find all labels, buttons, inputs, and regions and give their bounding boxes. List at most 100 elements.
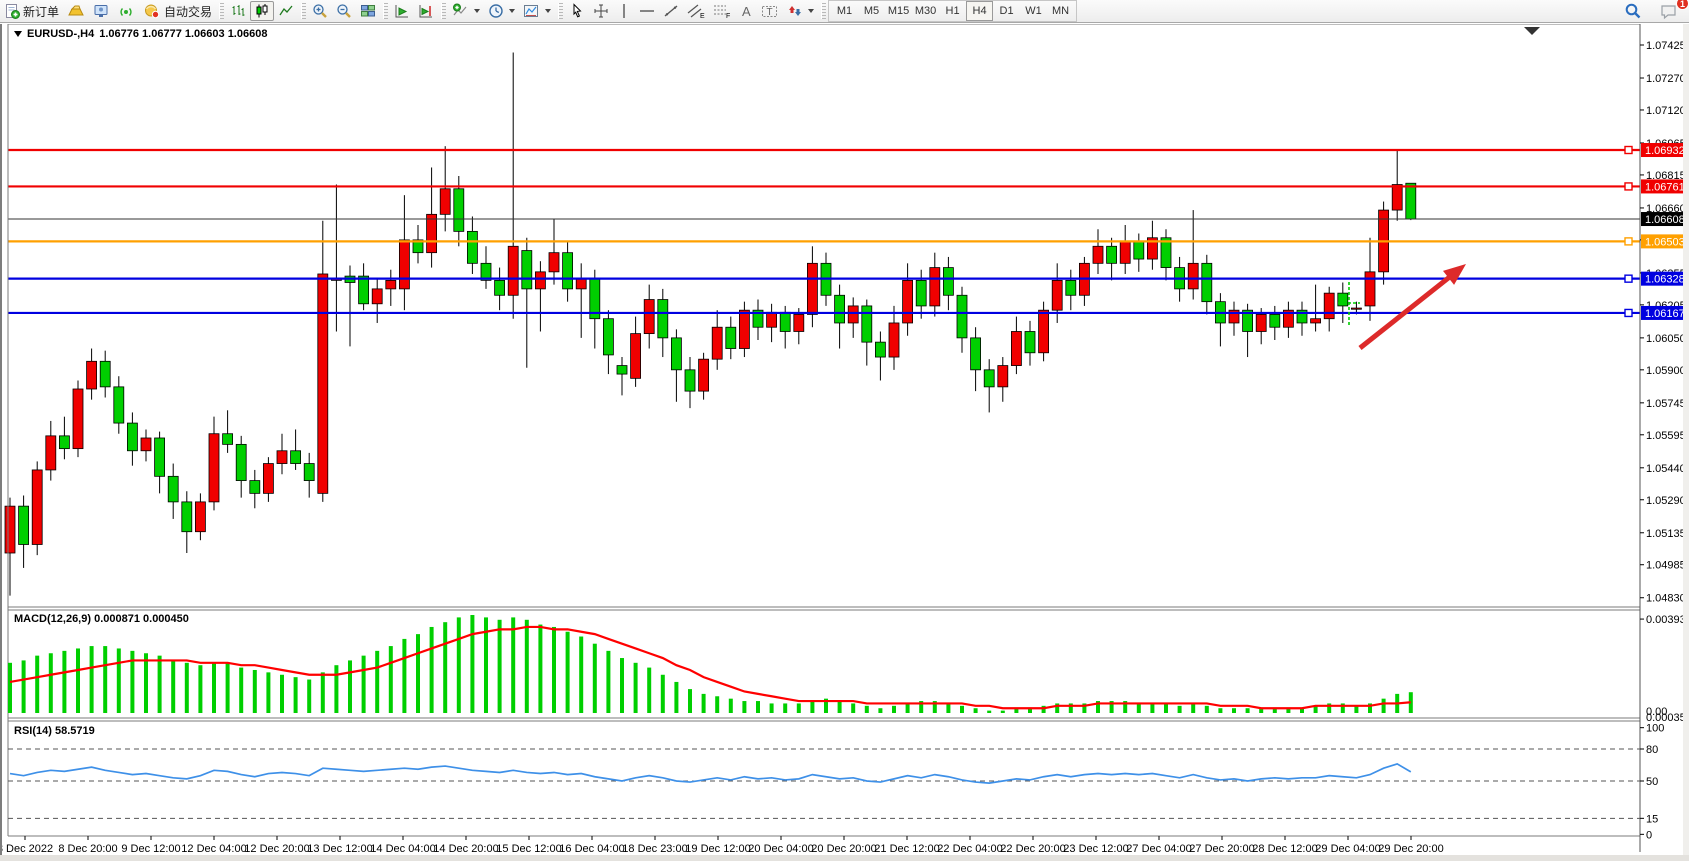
candlestick-chart-icon <box>256 4 268 18</box>
svg-text:15 Dec 12:00: 15 Dec 12:00 <box>496 843 561 855</box>
text-label-button[interactable]: T <box>757 1 783 21</box>
cursor-button[interactable] <box>565 1 589 21</box>
price-tag-1.06503: 1.06503 <box>1641 234 1689 249</box>
vertical-line-icon <box>623 4 625 18</box>
svg-text:E: E <box>700 13 705 19</box>
svg-text:1.04985: 1.04985 <box>1646 560 1686 572</box>
macd-signal-line <box>9 625 1411 710</box>
hline-object-1.06932[interactable] <box>8 145 1640 155</box>
toolbar-grip <box>441 3 447 19</box>
templates-button[interactable] <box>519 1 555 21</box>
hline-object-1.06503[interactable] <box>8 237 1640 246</box>
vertical-line-button[interactable] <box>613 1 635 21</box>
autotrade-button[interactable]: 自动交易 <box>139 1 216 21</box>
text-label-icon: T <box>762 6 778 18</box>
chart-shift-marker[interactable] <box>1524 27 1540 35</box>
svg-text:14 Dec 04:00: 14 Dec 04:00 <box>370 843 435 855</box>
timeframe-button-H1[interactable]: H1 <box>945 5 960 17</box>
timeframe-button-M5[interactable]: M5 <box>863 5 880 17</box>
timeframe-button-M1[interactable]: M1 <box>836 5 853 17</box>
svg-text:27 Dec 20:00: 27 Dec 20:00 <box>1189 843 1254 855</box>
svg-text:1.05900: 1.05900 <box>1646 365 1686 377</box>
crosshair-button[interactable] <box>589 1 613 21</box>
arrow-annotation[interactable] <box>1358 264 1466 350</box>
timeframe-button-M15[interactable]: M15 <box>887 5 910 17</box>
cursor-icon <box>573 3 582 18</box>
svg-text:1.07270: 1.07270 <box>1646 73 1686 85</box>
toolbar-grip <box>383 3 389 19</box>
candles-layer <box>4 52 1417 596</box>
candlestick-chart-button[interactable] <box>250 1 275 21</box>
autotrade-icon <box>145 4 160 19</box>
arrows-button[interactable] <box>783 1 818 21</box>
autotrade-label: 自动交易 <box>164 4 213 19</box>
svg-text:1.06328: 1.06328 <box>1645 274 1685 286</box>
hline-object-1.06761[interactable] <box>8 182 1640 191</box>
search-button[interactable] <box>1620 1 1646 21</box>
toolbar-grip <box>301 3 307 19</box>
hline-object-1.06328[interactable] <box>8 274 1640 283</box>
periods-button[interactable] <box>484 1 519 21</box>
svg-text:1.04830: 1.04830 <box>1646 593 1686 605</box>
chart-window[interactable]: EURUSD-,H4 1.06776 1.06777 1.06603 1.066… <box>0 24 1689 861</box>
auto-scroll-button[interactable] <box>390 1 414 21</box>
svg-text:18 Dec 23:00: 18 Dec 23:00 <box>622 843 687 855</box>
arrows-icon <box>789 6 802 16</box>
indicators-button[interactable] <box>448 1 484 21</box>
chart-shift-button[interactable] <box>414 1 438 21</box>
notifications-button[interactable]: 1 <box>1656 0 1689 21</box>
svg-text:23 Dec 12:00: 23 Dec 12:00 <box>1063 843 1128 855</box>
tile-windows-button[interactable] <box>356 1 380 21</box>
gold-ingot-icon <box>68 5 84 16</box>
timeframe-button-W1[interactable]: W1 <box>1025 5 1042 17</box>
svg-text:1.05290: 1.05290 <box>1646 495 1686 507</box>
svg-text:12 Dec 20:00: 12 Dec 20:00 <box>244 843 309 855</box>
svg-text:0.00393: 0.00393 <box>1646 614 1686 626</box>
terminal-button[interactable] <box>89 1 114 21</box>
channel-button[interactable]: E <box>683 1 709 21</box>
timeframe-button-H4[interactable]: H4 <box>966 1 994 21</box>
svg-text:28 Dec 12:00: 28 Dec 12:00 <box>1252 843 1317 855</box>
svg-text:8 Dec 2022: 8 Dec 2022 <box>0 843 53 855</box>
main-toolbar: 新订单 <box>0 0 1689 23</box>
timeframe-button-D1[interactable]: D1 <box>999 5 1014 17</box>
svg-text:1.05595: 1.05595 <box>1646 430 1686 442</box>
trendline-icon <box>664 5 678 17</box>
chart-symbol-period: EURUSD-,H4 <box>27 28 95 40</box>
bar-chart-icon <box>232 5 245 16</box>
timeframe-button-MN[interactable]: MN <box>1051 5 1070 17</box>
svg-text:80: 80 <box>1646 744 1658 756</box>
gold-button[interactable] <box>63 1 89 21</box>
objects-group: E F A T <box>565 0 818 22</box>
svg-text:1.06660: 1.06660 <box>1646 203 1686 215</box>
chart-canvas[interactable]: 1.074251.072701.071201.069651.068151.066… <box>0 24 1689 861</box>
chart-ohlc-values: 1.06776 1.06777 1.06603 1.06608 <box>99 28 268 40</box>
hline-object-1.06167[interactable] <box>8 308 1640 318</box>
svg-text:50: 50 <box>1646 776 1658 788</box>
trendline-button[interactable] <box>659 1 683 21</box>
toolbar-grip <box>821 3 827 19</box>
dropdown-caret <box>474 9 481 13</box>
text-button[interactable]: A <box>735 1 757 21</box>
svg-text:A: A <box>742 4 751 19</box>
bar-chart-button[interactable] <box>226 1 250 21</box>
time-axis: 8 Dec 2022 8 Dec 20:00 9 Dec 12:00 12 Dec 0… <box>0 836 1444 855</box>
signal-icon <box>120 8 132 16</box>
svg-text:F: F <box>726 13 730 19</box>
chart-title: EURUSD-,H4 1.06776 1.06777 1.06603 1.066… <box>14 28 267 40</box>
signal-button[interactable] <box>114 1 139 21</box>
cross-marker[interactable] <box>1338 282 1360 325</box>
zoom-in-button[interactable] <box>308 1 332 21</box>
svg-text:1.05745: 1.05745 <box>1646 398 1686 410</box>
fibonacci-button[interactable]: F <box>709 1 735 21</box>
price-tag-1.06761: 1.06761 <box>1641 179 1689 194</box>
horizontal-line-button[interactable] <box>635 1 659 21</box>
zoom-group <box>308 0 380 22</box>
timeframe-button-M30[interactable]: M30 <box>914 5 937 17</box>
line-chart-button[interactable] <box>274 1 298 21</box>
new-order-button[interactable]: 新订单 <box>0 1 63 21</box>
dropdown-caret <box>545 9 552 13</box>
zoom-out-button[interactable] <box>332 1 356 21</box>
svg-text:22 Dec 20:00: 22 Dec 20:00 <box>1000 843 1065 855</box>
zoom-in-icon <box>313 4 327 18</box>
